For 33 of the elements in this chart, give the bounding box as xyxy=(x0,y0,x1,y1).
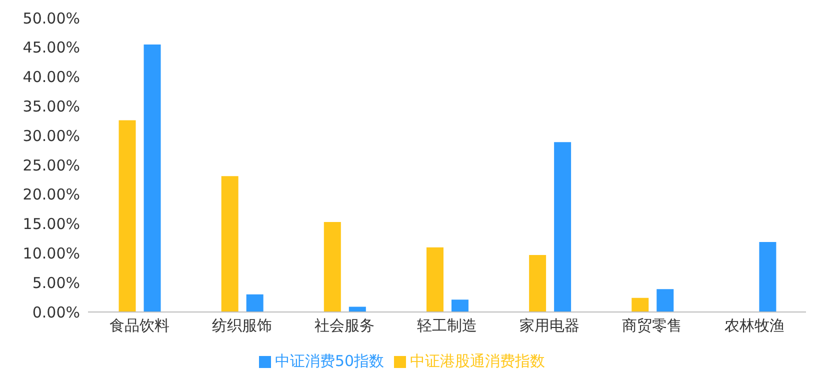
y-tick-label: 35.00% xyxy=(22,98,80,116)
y-tick-label: 10.00% xyxy=(22,244,80,263)
x-tick-label: 轻工制造 xyxy=(417,316,477,335)
y-tick-label: 50.00% xyxy=(22,9,80,28)
y-tick-label: 5.00% xyxy=(32,274,80,292)
y-tick-label: 45.00% xyxy=(22,38,80,57)
bar xyxy=(759,242,776,312)
y-tick-label: 30.00% xyxy=(22,126,80,145)
y-tick-label: 0.00% xyxy=(32,303,80,322)
x-tick-label: 家用电器 xyxy=(520,316,580,335)
y-tick-label: 20.00% xyxy=(22,186,80,204)
bar xyxy=(144,44,161,312)
x-tick-label: 农林牧渔 xyxy=(724,316,785,335)
bar xyxy=(451,300,468,312)
legend-label: 中证消费50指数 xyxy=(274,352,384,370)
legend-label: 中证港股通消费指数 xyxy=(410,352,546,370)
bar xyxy=(529,254,546,312)
y-tick-label: 15.00% xyxy=(22,215,80,234)
bar xyxy=(324,222,341,312)
x-tick-label: 社会服务 xyxy=(314,316,374,335)
x-tick-label: 纺织服饰 xyxy=(212,316,272,335)
bar xyxy=(221,176,238,312)
bar xyxy=(632,298,649,312)
bar xyxy=(426,247,444,312)
x-tick-label: 食品饮料 xyxy=(109,316,170,335)
bar xyxy=(656,289,674,312)
y-tick-label: 40.00% xyxy=(22,68,80,86)
bar xyxy=(554,142,572,312)
bar xyxy=(118,120,136,312)
x-tick-label: 商贸零售 xyxy=(622,316,682,335)
bar xyxy=(348,306,366,312)
y-tick-label: 25.00% xyxy=(22,156,80,174)
bar xyxy=(246,294,264,312)
